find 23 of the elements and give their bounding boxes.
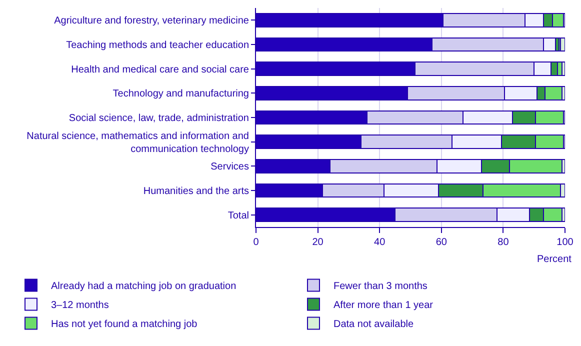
x-tick-label: 0 [253,237,260,248]
y-tick-label: Social science, law, trade, administration [68,113,249,124]
y-tick-label: Health and medical care and social care [71,64,250,76]
x-tick-label: 40 [374,237,386,248]
x-tick-label: 100 [556,237,574,248]
x-tick-label: 60 [436,237,448,248]
legend-label: Fewer than 3 months [334,281,428,292]
y-tick-label: Services [210,162,249,173]
legend-label: Already had a matching job on graduation [51,281,236,292]
y-tick-label: Humanities and the arts [143,186,249,197]
legend-label: Data not available [334,319,414,330]
y-tick-label: Total [228,210,249,222]
x-tick-label: 80 [498,237,510,248]
y-tick-label: Natural science, mathematics and information and communication technology [26,130,249,155]
legend-label: Has not yet found a matching job [51,319,198,330]
legend-label: 3–12 months [51,300,109,312]
x-axis-title: Percent [537,254,572,265]
x-tick-label: 20 [312,237,324,248]
y-tick-label: Teaching methods and teacher education [66,40,249,51]
bar [561,62,565,76]
y-tick-label: Agriculture and forestry, veterinary medicine [54,16,250,27]
legend-label: After more than 1 year [334,300,434,312]
y-tick-label: Technology and manufacturing [112,88,249,100]
